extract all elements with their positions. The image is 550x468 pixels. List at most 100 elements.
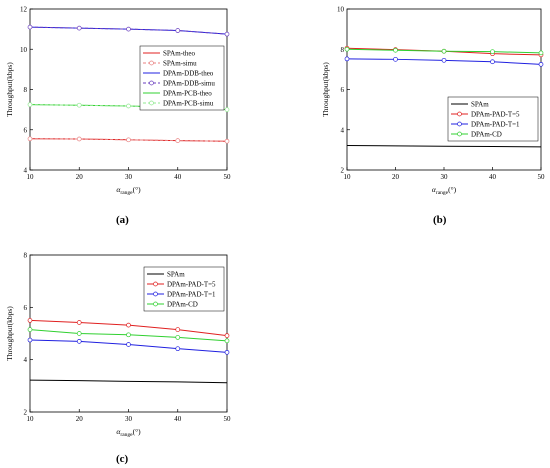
x-tick-label: 40 <box>489 173 497 181</box>
data-point <box>224 349 230 355</box>
data-point <box>126 103 131 109</box>
data-point <box>224 333 230 338</box>
legend-label: DPAm-PAD-T=1 <box>167 291 216 299</box>
x-tick-label: 40 <box>174 415 182 423</box>
x-tick-label: 20 <box>392 173 400 181</box>
x-tick-label: 20 <box>76 173 84 181</box>
data-point <box>126 137 131 143</box>
y-tick-label: 2 <box>341 167 345 175</box>
y-tick-label: 4 <box>24 356 28 364</box>
y-axis-label: Throughput(kbps) <box>5 306 14 361</box>
x-tick-label: 10 <box>344 173 352 181</box>
x-tick-label: 40 <box>174 173 182 181</box>
y-tick-label: 6 <box>341 86 345 94</box>
data-point <box>393 56 398 62</box>
legend-label: SPAm <box>471 101 489 109</box>
data-point <box>224 138 230 144</box>
data-point <box>344 46 350 52</box>
data-point <box>490 59 495 65</box>
legend-label: DPAm-DDB-simu <box>163 80 215 88</box>
data-point <box>27 102 33 107</box>
data-point <box>175 335 181 340</box>
data-point <box>344 56 350 62</box>
data-point <box>76 102 82 108</box>
y-tick-label: 10 <box>20 46 28 54</box>
data-point <box>27 337 33 343</box>
legend-label: DPAm-PCB-theo <box>163 90 212 98</box>
data-point <box>27 136 33 142</box>
data-point <box>76 331 82 336</box>
panel-label-b: (b) <box>433 214 447 226</box>
legend-marker <box>153 291 158 297</box>
data-point <box>441 48 447 54</box>
legend-marker <box>457 131 462 137</box>
legend-box <box>139 45 225 111</box>
legend-label: SPAm-theo <box>163 50 196 58</box>
legend-label: DPAm-PAD-T=5 <box>471 111 520 119</box>
data-point <box>76 320 82 325</box>
data-point <box>76 136 82 142</box>
series-line-4 <box>29 26 228 35</box>
legend-marker <box>153 301 158 307</box>
legend-marker <box>149 100 154 106</box>
x-axis-label: αrange(°) <box>432 185 457 196</box>
y-tick-label: 8 <box>341 46 345 54</box>
y-tick-label: 2 <box>24 409 28 417</box>
data-point <box>393 47 398 53</box>
x-tick-label: 30 <box>441 173 449 181</box>
data-point <box>175 346 181 352</box>
y-axis-label: Throughput(kbps) <box>5 62 14 117</box>
data-point <box>27 327 33 332</box>
y-tick-label: 10 <box>337 6 345 14</box>
series-line-1 <box>29 379 228 384</box>
y-tick-label: 6 <box>24 304 28 312</box>
legend-marker <box>457 111 462 117</box>
data-point <box>441 57 447 63</box>
data-point <box>126 332 131 338</box>
series-line-1 <box>346 144 542 148</box>
legend-label: SPAm-simu <box>163 60 197 68</box>
y-tick-label: 8 <box>24 252 28 260</box>
x-tick-label: 50 <box>224 173 232 181</box>
y-tick-label: 4 <box>341 126 345 134</box>
legend-marker <box>457 121 462 127</box>
chart-panel-b: 10 20 30 40 50 2 4 6 8 10 Throughput(kbps) αrange(°… <box>321 6 545 197</box>
x-tick-label: 20 <box>76 415 84 423</box>
x-tick-label: 50 <box>224 415 232 423</box>
data-point <box>538 50 544 56</box>
x-tick-label: 30 <box>125 415 133 423</box>
chart-panel-a: 10 20 30 40 50 4 6 8 10 12 Throughput(kbps) αrange(… <box>5 6 231 197</box>
series-line-6 <box>29 104 228 111</box>
data-point <box>27 318 33 323</box>
y-tick-label: 12 <box>20 6 28 14</box>
data-point <box>538 61 544 67</box>
legend-label: DPAm-CD <box>167 301 198 309</box>
data-point <box>126 322 131 328</box>
x-tick-label: 10 <box>27 415 35 423</box>
data-point <box>224 338 230 344</box>
x-tick-label: 30 <box>125 173 133 181</box>
data-point <box>490 49 495 55</box>
legend-marker <box>149 80 154 86</box>
legend-label: SPAm <box>167 271 185 279</box>
y-tick-label: 4 <box>24 167 28 175</box>
chart-panel-c: 10 20 30 40 50 2 4 6 8 Throughput(kbps) αrange(°) S… <box>5 252 231 439</box>
y-tick-label: 8 <box>24 86 28 94</box>
legend-marker <box>149 60 154 66</box>
x-axis-label: αrange(°) <box>116 427 141 438</box>
series-line-2 <box>29 138 228 142</box>
x-tick-label: 10 <box>27 173 35 181</box>
x-tick-label: 50 <box>538 173 546 181</box>
y-tick-label: 6 <box>24 126 28 134</box>
legend-label: DPAm-CD <box>471 131 502 139</box>
data-point <box>175 138 181 143</box>
data-point <box>27 24 33 30</box>
legend-label: DPAm-PAD-T=5 <box>167 281 216 289</box>
data-point <box>224 107 230 112</box>
data-point <box>76 25 82 31</box>
data-point <box>175 28 181 33</box>
data-point <box>224 31 230 37</box>
data-point <box>126 342 131 347</box>
legend-label: DPAm-PCB-simu <box>163 100 214 108</box>
